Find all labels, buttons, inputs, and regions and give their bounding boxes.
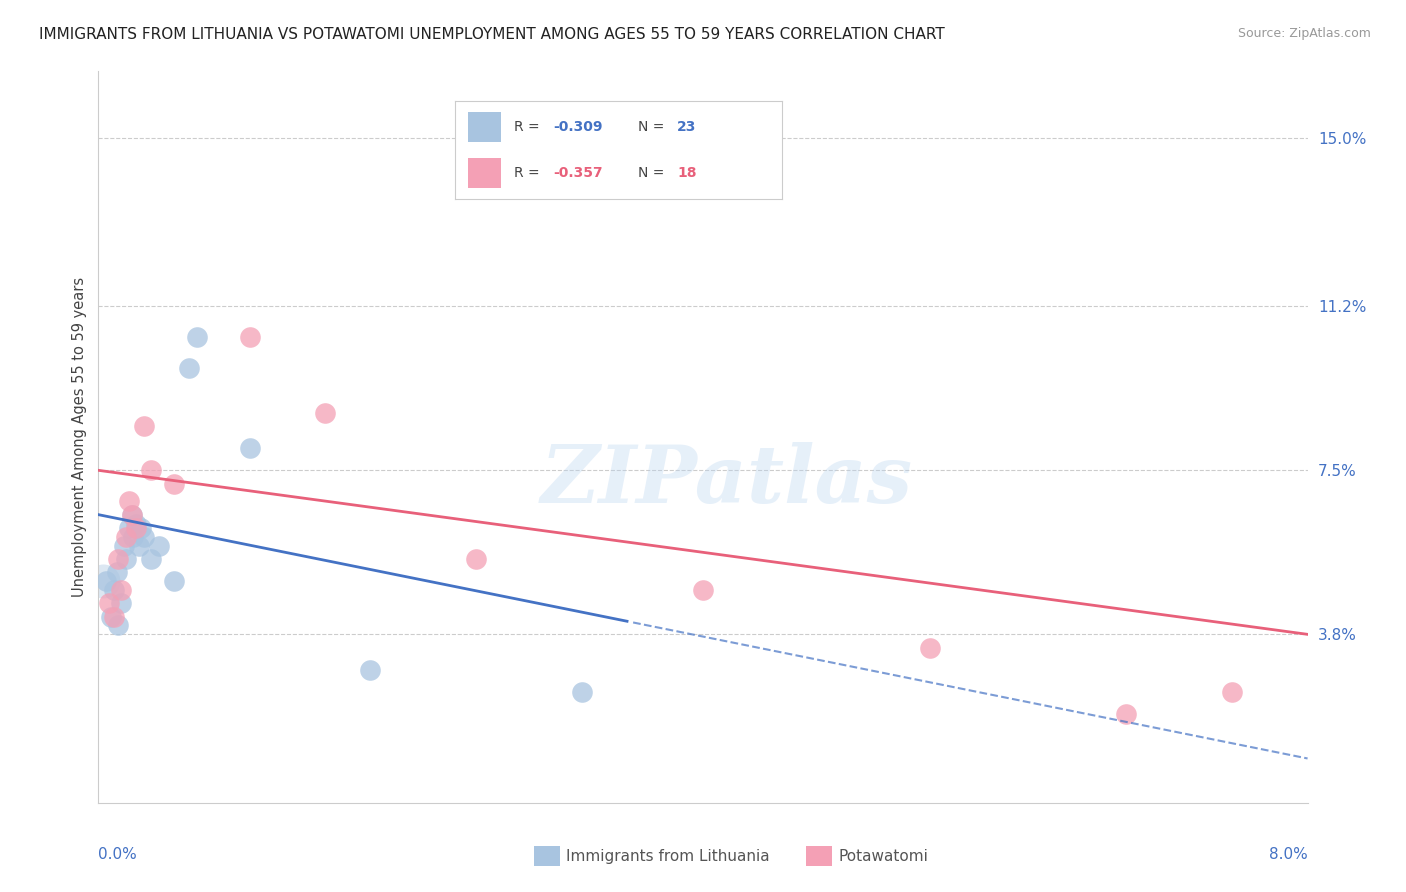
Point bbox=[163, 476, 186, 491]
Point bbox=[98, 596, 121, 610]
Text: 0.0%: 0.0% bbox=[98, 847, 138, 862]
Point bbox=[125, 521, 148, 535]
Point bbox=[129, 521, 152, 535]
Text: IMMIGRANTS FROM LITHUANIA VS POTAWATOMI UNEMPLOYMENT AMONG AGES 55 TO 59 YEARS C: IMMIGRANTS FROM LITHUANIA VS POTAWATOMI … bbox=[39, 27, 945, 42]
Point bbox=[121, 508, 143, 522]
Point bbox=[112, 539, 135, 553]
Point bbox=[360, 663, 382, 677]
Point bbox=[179, 361, 201, 376]
Point bbox=[122, 530, 145, 544]
Point bbox=[239, 441, 262, 455]
Point bbox=[692, 582, 714, 597]
Point bbox=[239, 330, 262, 344]
Point bbox=[186, 330, 208, 344]
Point bbox=[132, 530, 155, 544]
Text: Immigrants from Lithuania: Immigrants from Lithuania bbox=[567, 848, 770, 863]
Point bbox=[114, 530, 136, 544]
Point bbox=[114, 552, 136, 566]
Point bbox=[148, 539, 170, 553]
Point bbox=[141, 552, 163, 566]
Y-axis label: Unemployment Among Ages 55 to 59 years: Unemployment Among Ages 55 to 59 years bbox=[72, 277, 87, 597]
Bar bbox=[534, 846, 561, 866]
Point bbox=[163, 574, 186, 589]
Point bbox=[105, 566, 128, 580]
Point bbox=[314, 406, 336, 420]
Point bbox=[465, 552, 488, 566]
Text: Potawatomi: Potawatomi bbox=[838, 848, 928, 863]
Point bbox=[132, 419, 155, 434]
Point bbox=[110, 582, 132, 597]
Point bbox=[107, 618, 129, 632]
Point bbox=[110, 596, 132, 610]
Point bbox=[1220, 685, 1243, 699]
Text: 8.0%: 8.0% bbox=[1268, 847, 1308, 862]
Point bbox=[918, 640, 941, 655]
Point bbox=[121, 508, 143, 522]
Text: ZIPatlas: ZIPatlas bbox=[541, 442, 914, 520]
Point bbox=[103, 582, 125, 597]
Point bbox=[118, 494, 141, 508]
Point bbox=[1115, 707, 1137, 722]
Point bbox=[107, 552, 129, 566]
Text: Source: ZipAtlas.com: Source: ZipAtlas.com bbox=[1237, 27, 1371, 40]
Point bbox=[91, 574, 114, 589]
Point bbox=[141, 463, 163, 477]
Point bbox=[103, 609, 125, 624]
Point bbox=[128, 539, 150, 553]
Point bbox=[94, 574, 117, 589]
Point bbox=[125, 516, 148, 531]
Bar bbox=[806, 846, 832, 866]
Point bbox=[100, 609, 122, 624]
Point bbox=[571, 685, 593, 699]
Point bbox=[118, 521, 141, 535]
